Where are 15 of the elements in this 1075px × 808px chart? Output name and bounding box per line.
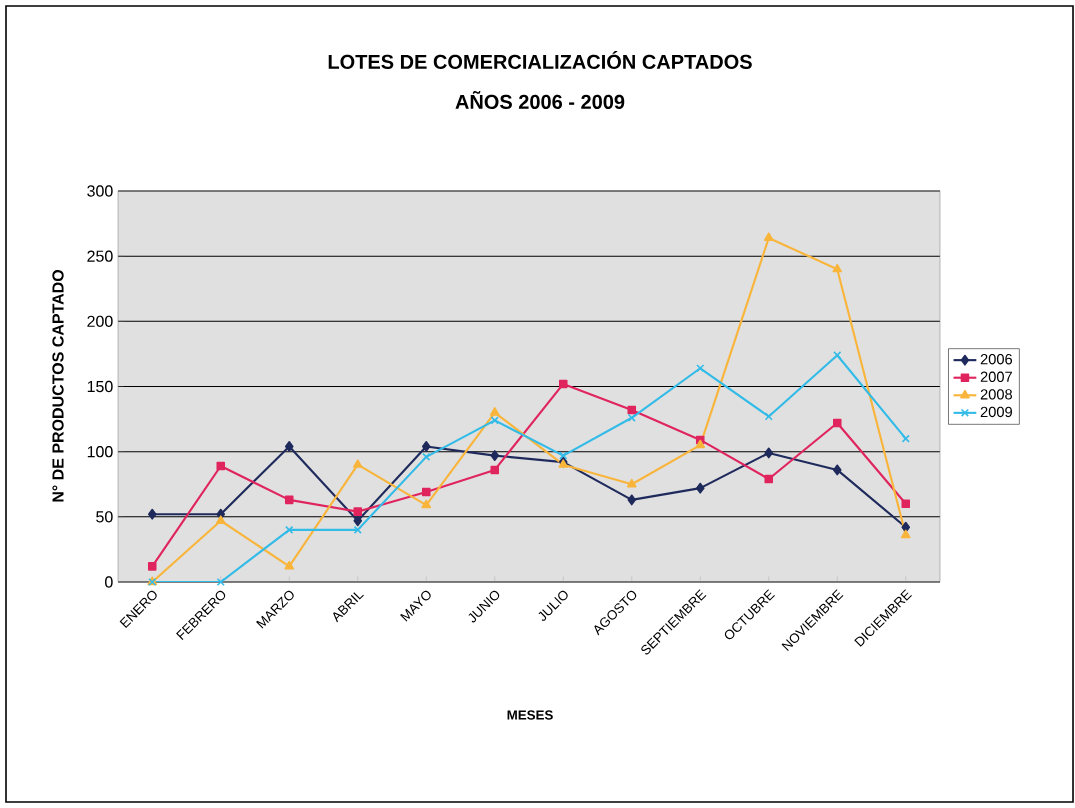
y-tick-label: 0 xyxy=(105,576,113,588)
legend-label: 2007 xyxy=(980,371,1012,382)
legend-label: 2008 xyxy=(980,389,1013,400)
y-tick-label: 100 xyxy=(87,446,113,458)
y-tick-label: 200 xyxy=(87,315,113,327)
y-tick-label: 300 xyxy=(87,185,113,197)
legend-label: 2006 xyxy=(980,354,1013,365)
chart-title: LOTES DE COMERCIALIZACIÓN CAPTADOS xyxy=(328,51,752,69)
x-axis-title: MESES xyxy=(507,710,553,720)
y-axis-title: N° DE PRODUCTOS CAPTADO xyxy=(52,269,64,502)
y-tick-label: 250 xyxy=(87,250,113,262)
y-tick-label: 150 xyxy=(87,380,113,393)
y-tick-label: 50 xyxy=(96,511,113,523)
legend-label: 2009 xyxy=(980,406,1012,418)
chart-subtitle: AÑOS 2006 - 2009 xyxy=(455,91,625,109)
